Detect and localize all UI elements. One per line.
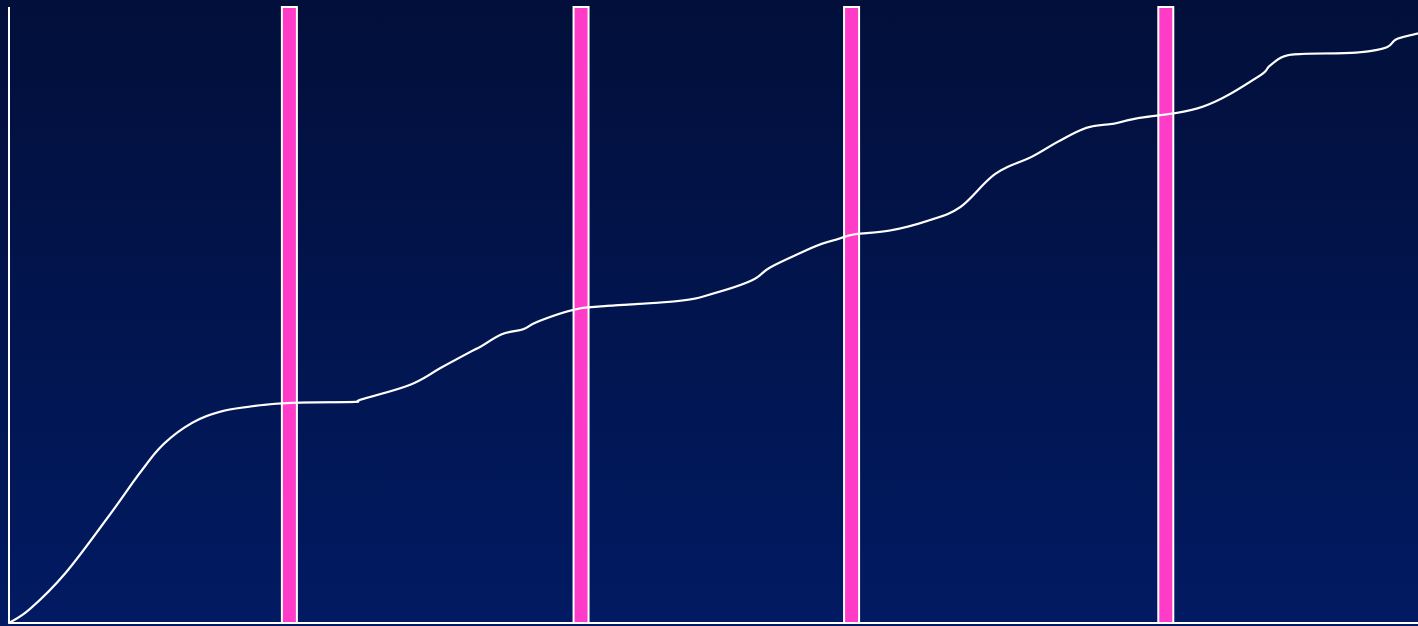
markers-layer bbox=[280, 6, 1175, 624]
vertical-marker-2 bbox=[572, 6, 590, 624]
vertical-marker-1 bbox=[280, 6, 298, 624]
series-line bbox=[7, 32, 1418, 625]
vertical-marker-4 bbox=[1157, 6, 1175, 624]
vertical-marker-3 bbox=[843, 6, 861, 624]
